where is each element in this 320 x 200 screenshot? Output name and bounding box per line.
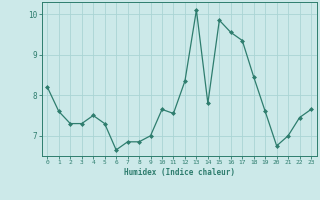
X-axis label: Humidex (Indice chaleur): Humidex (Indice chaleur) bbox=[124, 168, 235, 177]
